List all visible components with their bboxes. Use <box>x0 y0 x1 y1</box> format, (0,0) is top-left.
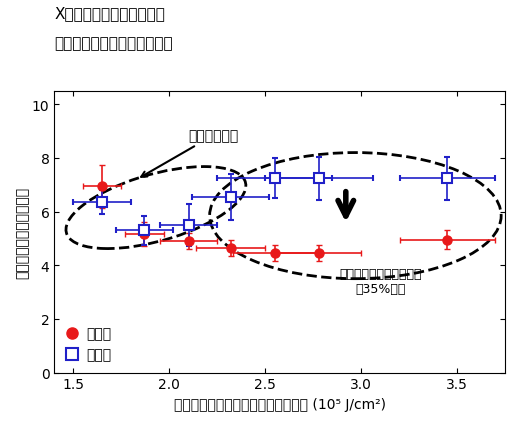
Text: ほとんど同じ: ほとんど同じ <box>141 129 239 178</box>
X-axis label: 単位面積当たりのパルスエネルギー (10⁵ J/cm²): 単位面積当たりのパルスエネルギー (10⁵ J/cm²) <box>174 397 386 411</box>
Text: 銅箔によってパルス幅が
約35%減少: 銅箔によってパルス幅が 約35%減少 <box>339 267 422 295</box>
Text: 入射光と透過光のパルス幅は: 入射光と透過光のパルス幅は <box>54 36 173 51</box>
Y-axis label: パルス幅（フェムト秒）: パルス幅（フェムト秒） <box>15 186 29 278</box>
Legend: 透過光, 入射光: 透過光, 入射光 <box>61 322 115 366</box>
Text: X線の強度が小さいときは: X線の強度が小さいときは <box>54 6 165 21</box>
